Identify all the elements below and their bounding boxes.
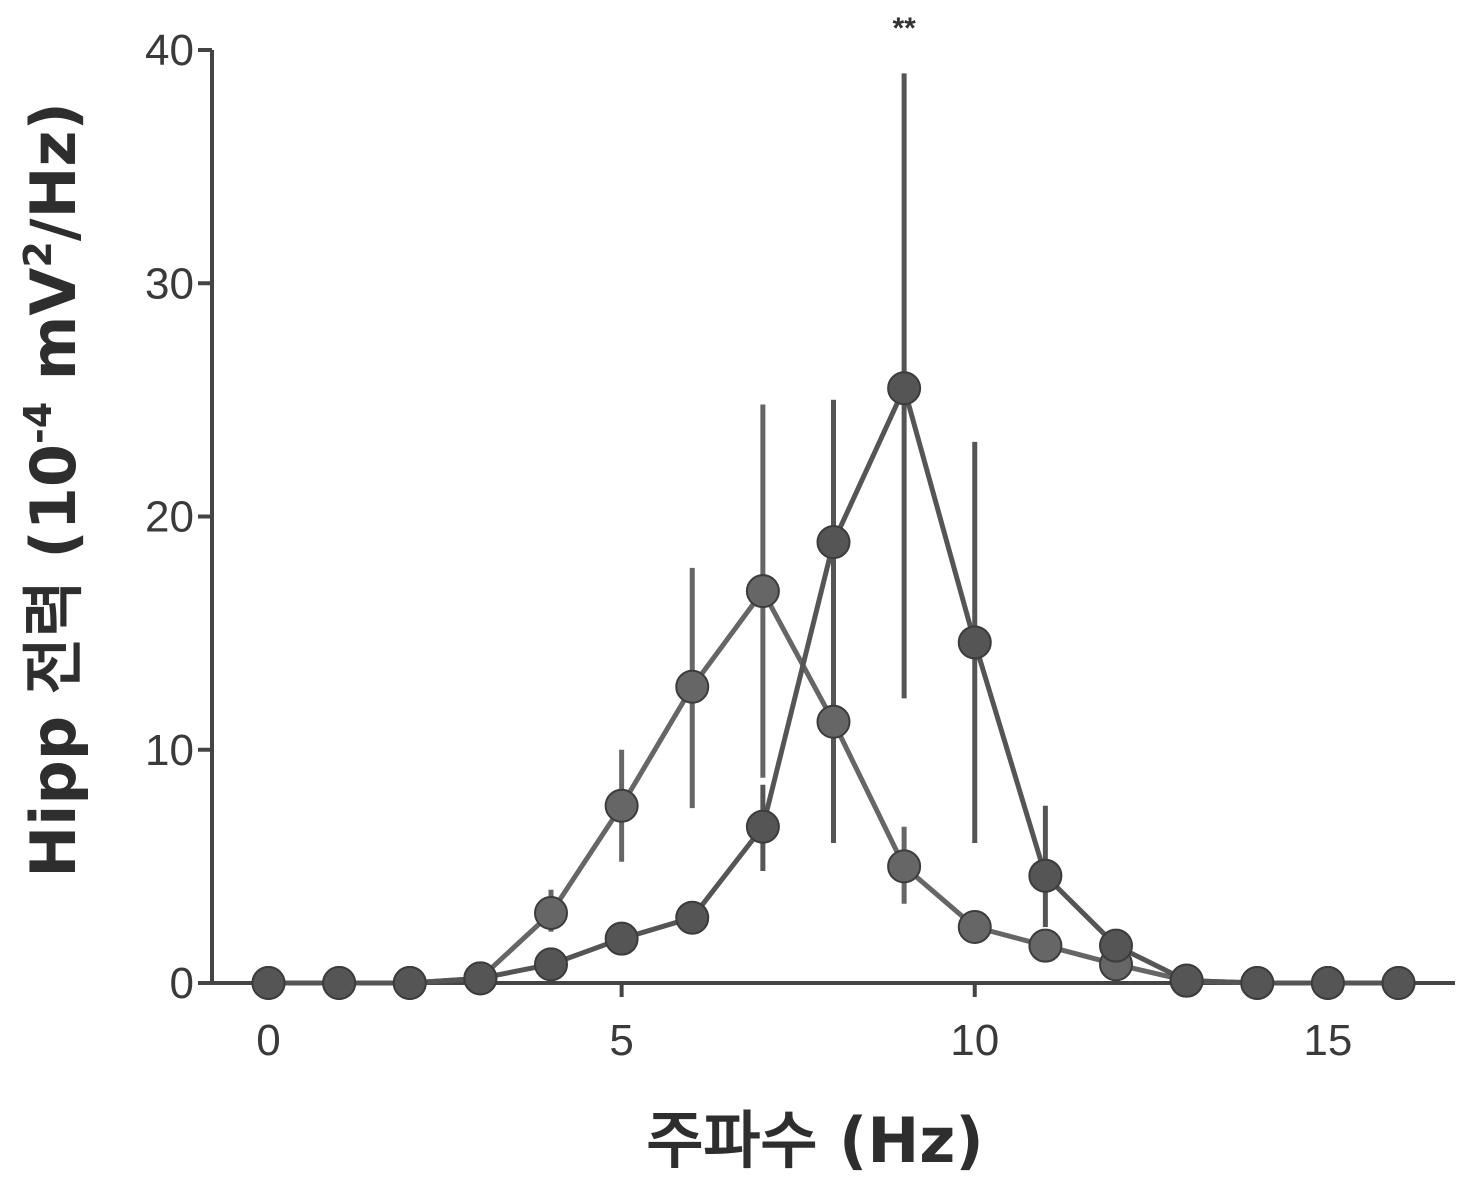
data-point [745, 574, 780, 609]
y-axis-title: Hipp 전력 (10-4 mV2/Hz) [16, 102, 90, 878]
tick-labels-layer: 0 10 20 30 40 0 5 10 15 [145, 26, 1352, 1065]
data-point [1240, 966, 1275, 1000]
data-point [1169, 963, 1204, 998]
data-point [887, 371, 922, 406]
x-tick-label: 0 [256, 1016, 280, 1065]
data-point [887, 849, 922, 884]
y-tick-label: 30 [145, 259, 194, 308]
data-point [251, 966, 286, 1000]
data-point [957, 910, 992, 945]
y-tick-label: 0 [170, 959, 194, 1008]
data-point [1028, 928, 1063, 963]
data-point [392, 966, 427, 1000]
data-point [816, 525, 851, 560]
data-point [675, 669, 710, 704]
y-tick-label: 10 [145, 726, 194, 775]
x-tick-label: 10 [950, 1016, 999, 1065]
axes-layer [198, 48, 1455, 997]
data-point [604, 921, 639, 956]
data-point [1099, 928, 1133, 963]
x-axis-title: 주파수 (Hz) [646, 1104, 983, 1177]
x-tick-label: 15 [1303, 1016, 1352, 1065]
data-point [534, 896, 568, 931]
data-point [322, 966, 357, 1000]
data-point [1381, 966, 1416, 1000]
significance-annotation: ** [892, 12, 916, 45]
x-tick-label: 5 [609, 1016, 633, 1065]
data-point [534, 947, 568, 982]
data-point [745, 809, 780, 844]
data-point [1028, 858, 1063, 893]
y-tick-label: 40 [145, 26, 194, 75]
data-point [463, 961, 498, 996]
data-point [957, 625, 992, 660]
data-point [604, 788, 639, 823]
data-point [675, 900, 710, 935]
data-point [816, 704, 851, 739]
y-tick-label: 20 [145, 493, 194, 542]
data-point [1310, 966, 1345, 1000]
data-points-layer [251, 371, 1416, 1000]
